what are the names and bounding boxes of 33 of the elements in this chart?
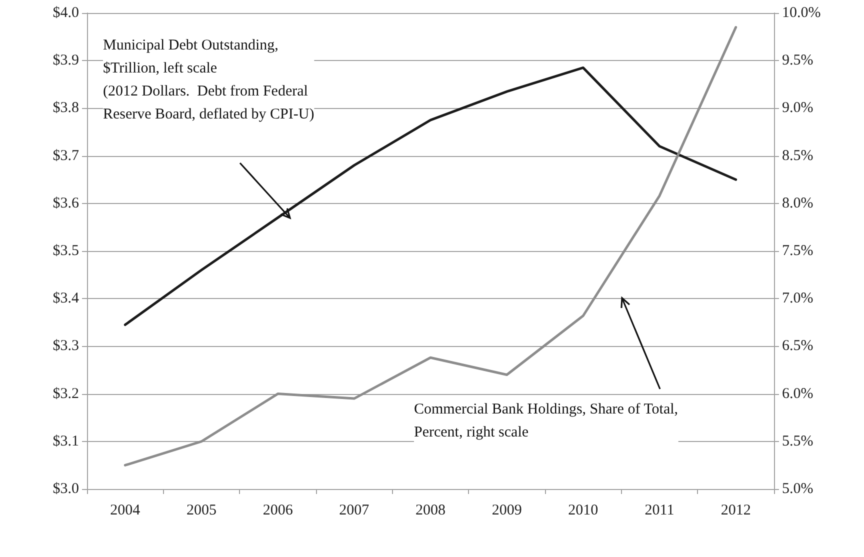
y-tick-label: $3.5 — [52, 243, 79, 259]
y-tick-label: $3.2 — [52, 386, 79, 402]
x-tick-label: 2012 — [720, 502, 751, 518]
x-tick-label: 2009 — [492, 502, 522, 518]
y2-tick-label: 8.5% — [782, 148, 814, 164]
y-tick-label: $3.7 — [52, 148, 80, 164]
x-tick-label: 2006 — [262, 502, 294, 518]
y-tick-label: $3.0 — [52, 481, 79, 497]
y2-tick-label: 5.5% — [782, 433, 814, 450]
y2-tick-label: 8.0% — [782, 195, 814, 212]
x-tick-label: 2007 — [339, 502, 370, 518]
annotation: Commercial Bank Holdings, Share of Total, Percent, right scale — [414, 402, 678, 440]
y2-tick-label: 6.0% — [782, 386, 814, 402]
y2-tick-label: 9.5% — [782, 52, 814, 69]
y-tick-label: $3.6 — [52, 195, 80, 212]
y-tick-label: $3.9 — [52, 52, 79, 69]
y2-tick-label: 7.5% — [782, 243, 814, 259]
y-tick-label: $3.4 — [52, 290, 80, 307]
x-tick-label: 2004 — [110, 502, 141, 518]
x-tick-label: 2008 — [416, 502, 446, 518]
x-tick-label: 2005 — [186, 502, 216, 518]
y2-tick-label: 5.0% — [782, 481, 814, 497]
y-tick-label: $3.8 — [52, 100, 79, 116]
y2-tick-label: 7.0% — [782, 290, 814, 307]
x-tick-label: 2010 — [568, 502, 598, 518]
y-tick-label: $3.3 — [52, 338, 79, 354]
y-tick-label: $4.0 — [52, 5, 79, 21]
y2-tick-label: 6.5% — [782, 338, 814, 354]
annotation: Municipal Debt Outstanding, $Trillion, left scale (2012 Dollars. Debt from Federal Reserve Board, deflated by CPI-U) — [103, 38, 314, 122]
x-tick-label: 2011 — [644, 502, 674, 518]
y2-tick-label: 9.0% — [782, 100, 814, 116]
y-tick-label: $3.1 — [52, 433, 79, 450]
y2-tick-label: 10.0% — [782, 5, 821, 21]
